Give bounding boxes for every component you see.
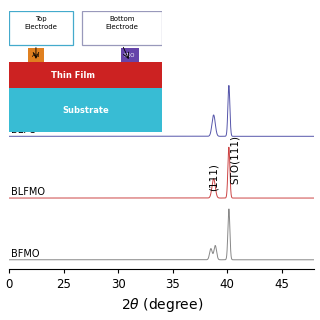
Text: (111): (111) [209,163,219,191]
Text: BLFO: BLFO [12,125,37,135]
X-axis label: $2\theta$ (degree): $2\theta$ (degree) [121,296,203,315]
Text: BLFMO: BLFMO [12,187,45,197]
Text: STO(111): STO(111) [230,134,240,183]
Text: BFMO: BFMO [12,249,40,259]
